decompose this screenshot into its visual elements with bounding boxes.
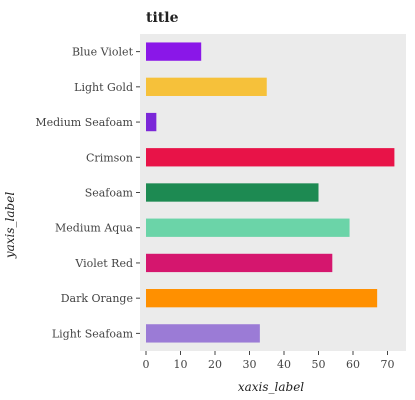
chart-title: title [146,10,179,26]
x-tick-label: 60 [346,358,360,371]
x-tick-label: 40 [277,358,291,371]
y-tick-label: Dark Orange [61,292,133,305]
y-tick-label: Seafoam [85,187,134,200]
x-tick-label: 10 [174,358,188,371]
y-tick-label: Light Seafoam [52,327,134,340]
bar-blue-violet [146,42,202,61]
x-tick-label: 20 [208,358,222,371]
x-tick-label: 50 [312,358,326,371]
bar-seafoam [146,183,319,202]
y-tick-label: Medium Aqua [55,222,133,235]
bar-medium-seafoam [146,112,157,132]
y-tick-label: Violet Red [74,257,133,270]
x-tick-label: 0 [143,358,150,371]
x-tick-label: 30 [243,358,257,371]
y-tick-label: Light Gold [74,81,133,94]
bar-violet-red [146,253,333,273]
bar-light-gold [146,77,267,96]
bar-crimson [146,148,395,167]
x-axis-label: xaxis_label [238,380,304,394]
bar-light-seafoam [146,324,260,343]
y-axis-label: yaxis_label [3,192,17,259]
bar-medium-aqua [146,218,350,237]
bar-dark-orange [146,289,378,308]
y-tick-label: Medium Seafoam [35,116,133,129]
y-tick-label: Crimson [86,151,133,164]
x-tick-label: 70 [381,358,395,371]
y-tick-label: Blue Violet [72,46,134,59]
